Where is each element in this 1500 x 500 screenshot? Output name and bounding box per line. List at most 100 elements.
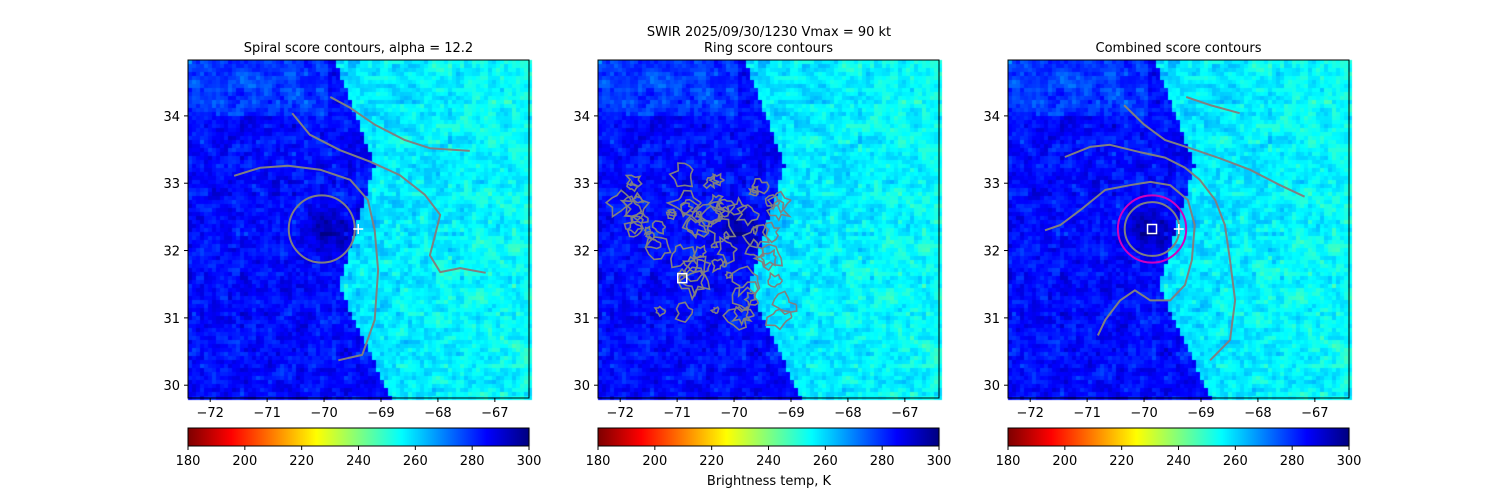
colorbar bbox=[187, 427, 530, 447]
axes-frame bbox=[597, 59, 940, 399]
ring-score-contour bbox=[693, 258, 712, 276]
panel-title: Combined score contours bbox=[1096, 41, 1262, 56]
x-tick-label: −68 bbox=[1244, 406, 1271, 421]
ring-score-contour bbox=[711, 257, 724, 274]
ring-score-contour bbox=[668, 162, 694, 188]
ring-score-contour bbox=[619, 191, 651, 222]
ring-score-contour bbox=[694, 200, 726, 226]
ring-score-contour bbox=[731, 265, 761, 298]
ring-score-contour bbox=[764, 308, 793, 331]
y-tick-label: 31 bbox=[573, 312, 590, 327]
ring-score-contour bbox=[651, 220, 667, 235]
colorbar-tick-label: 180 bbox=[996, 454, 1021, 469]
ring-score-contour bbox=[680, 198, 700, 218]
panel-2: Ring score contours −72 −71 −70 −69 −68 −67 30 3… bbox=[573, 41, 951, 469]
y-tick-label: 34 bbox=[573, 110, 590, 125]
score-contour bbox=[291, 112, 486, 274]
colorbar-tick-label: 180 bbox=[176, 454, 201, 469]
ring-score-contour bbox=[730, 305, 753, 327]
colorbar-tick-label: 280 bbox=[870, 454, 895, 469]
ring-score-contour bbox=[681, 214, 711, 238]
x-tick-label: −70 bbox=[720, 406, 747, 421]
contour-layer bbox=[1044, 96, 1306, 362]
ring-score-contour bbox=[723, 230, 730, 240]
score-contour bbox=[329, 96, 470, 152]
x-tick-label: −72 bbox=[196, 406, 223, 421]
y-tick-label: 33 bbox=[983, 177, 1000, 192]
y-tick-label: 30 bbox=[163, 379, 180, 394]
ring-score-contour bbox=[724, 270, 734, 280]
x-tick-label: −67 bbox=[891, 406, 918, 421]
ring-score-contour bbox=[692, 244, 707, 259]
contour-layer bbox=[604, 162, 798, 331]
contour-layer bbox=[233, 96, 486, 362]
x-tick-label: −68 bbox=[424, 406, 451, 421]
score-contour bbox=[287, 194, 356, 264]
figure-suptitle: SWIR 2025/09/30/1230 Vmax = 90 kt bbox=[647, 25, 891, 40]
colorbar-tick-label: 260 bbox=[1223, 454, 1248, 469]
ring-score-contour bbox=[747, 185, 760, 197]
score-contour bbox=[1185, 96, 1240, 115]
colorbar-tick-label: 260 bbox=[403, 454, 428, 469]
ring-score-contour bbox=[735, 204, 761, 227]
ring-score-contour bbox=[624, 174, 643, 188]
ring-score-contour bbox=[709, 306, 720, 315]
colorbar-tick-label: 280 bbox=[1280, 454, 1305, 469]
ring-score-contour bbox=[674, 301, 694, 324]
ring-score-contour bbox=[685, 216, 708, 240]
ring-score-contour bbox=[665, 189, 702, 217]
ring-score-contour bbox=[761, 221, 781, 244]
panel-title: Spiral score contours, alpha = 12.2 bbox=[244, 41, 473, 56]
y-tick-label: 30 bbox=[983, 379, 1000, 394]
ring-fit-circle bbox=[1116, 194, 1188, 264]
ring-score-contour bbox=[716, 235, 738, 265]
ring-score-contour bbox=[702, 173, 720, 190]
y-tick-label: 34 bbox=[163, 110, 180, 125]
y-tick-label: 33 bbox=[573, 177, 590, 192]
ring-score-contour bbox=[604, 189, 633, 219]
ring-score-contour bbox=[765, 199, 792, 222]
x-tick-label: −71 bbox=[253, 406, 280, 421]
ring-score-contour bbox=[722, 305, 755, 331]
center-square-marker bbox=[677, 272, 688, 284]
x-tick-label: −70 bbox=[1130, 406, 1157, 421]
center-square-marker bbox=[1146, 223, 1158, 235]
axes-frame bbox=[1007, 59, 1350, 399]
x-tick-label: −71 bbox=[1073, 406, 1100, 421]
x-tick-label: −69 bbox=[1187, 406, 1214, 421]
ring-score-contour bbox=[731, 281, 759, 312]
ring-score-contour bbox=[766, 190, 792, 215]
y-tick-label: 32 bbox=[573, 245, 590, 260]
ring-score-contour bbox=[622, 195, 643, 218]
colorbar-tick-label: 220 bbox=[699, 454, 724, 469]
ring-score-contour bbox=[626, 179, 639, 193]
x-tick-label: −69 bbox=[367, 406, 394, 421]
ring-score-contour bbox=[644, 234, 662, 250]
ring-score-contour bbox=[752, 225, 759, 236]
colorbar-label: Brightness temp, K bbox=[707, 474, 832, 489]
ring-score-contour bbox=[710, 241, 719, 249]
score-contour bbox=[1044, 180, 1196, 336]
ring-score-contour bbox=[677, 268, 687, 278]
score-contour bbox=[1123, 201, 1181, 257]
colorbar-tick-label: 240 bbox=[1166, 454, 1191, 469]
axes-frame bbox=[187, 59, 530, 399]
panel-1: Spiral score contours, alpha = 12.2 −72 −7… bbox=[163, 41, 541, 469]
ring-score-contour bbox=[626, 221, 644, 238]
x-tick-label: −68 bbox=[834, 406, 861, 421]
ring-score-contour bbox=[771, 290, 798, 316]
colorbar-tick-label: 240 bbox=[756, 454, 781, 469]
ring-score-contour bbox=[670, 243, 696, 269]
y-tick-label: 33 bbox=[163, 177, 180, 192]
colorbar-tick-label: 260 bbox=[813, 454, 838, 469]
colorbar-tick-label: 180 bbox=[586, 454, 611, 469]
colorbar-tick-label: 300 bbox=[1337, 454, 1362, 469]
colorbar-tick-label: 220 bbox=[289, 454, 314, 469]
ring-score-contour bbox=[752, 243, 784, 272]
colorbar bbox=[597, 427, 940, 447]
colorbar-tick-label: 200 bbox=[642, 454, 667, 469]
x-tick-label: −72 bbox=[606, 406, 633, 421]
ring-score-contour bbox=[729, 195, 748, 216]
